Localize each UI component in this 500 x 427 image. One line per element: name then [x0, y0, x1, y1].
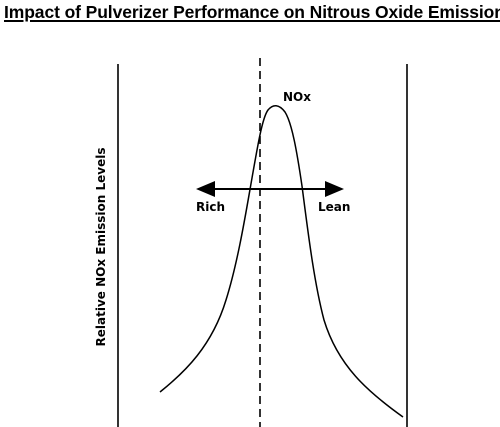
nox-curve: [159, 105, 404, 418]
series-label-nox: NOx: [283, 90, 311, 104]
arrow-right-head-icon: [325, 181, 344, 197]
annotation-rich: Rich: [196, 200, 225, 214]
arrow-left-head-icon: [196, 181, 215, 197]
chart-title: Impact of Pulverizer Performance on Nitr…: [4, 2, 500, 22]
annotation-lean: Lean: [318, 200, 350, 214]
